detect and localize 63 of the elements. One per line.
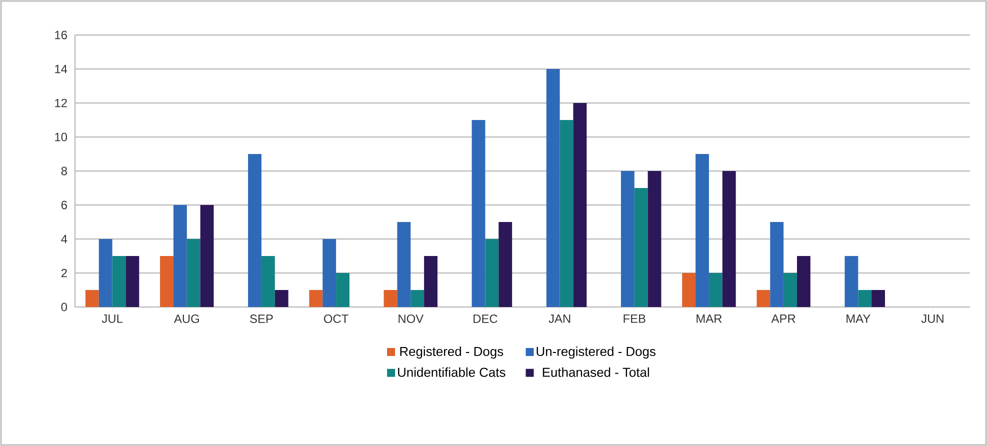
x-tick-label: MAR bbox=[696, 314, 722, 323]
bar bbox=[472, 120, 486, 307]
bar bbox=[85, 290, 99, 307]
bar bbox=[126, 256, 140, 307]
bar bbox=[756, 290, 770, 307]
bar bbox=[384, 290, 398, 307]
bar bbox=[634, 188, 648, 307]
legend-label: Registered - Dogs bbox=[400, 346, 504, 359]
bar bbox=[573, 102, 587, 307]
bar bbox=[696, 154, 709, 307]
bar bbox=[844, 256, 858, 307]
x-tick-label: SEP bbox=[250, 314, 273, 323]
bar bbox=[309, 290, 323, 307]
legend-label: Un-registered - Dogs bbox=[536, 346, 656, 359]
bar bbox=[485, 239, 499, 307]
bar bbox=[160, 256, 174, 307]
bar bbox=[682, 273, 696, 307]
bar bbox=[648, 170, 662, 307]
x-tick-label: FEB bbox=[624, 314, 646, 323]
y-tick-label: 2 bbox=[61, 268, 67, 278]
bar bbox=[498, 222, 512, 307]
x-tick-label: NOV bbox=[398, 314, 424, 323]
bar bbox=[784, 273, 797, 307]
bar bbox=[410, 290, 424, 307]
bar bbox=[200, 204, 214, 307]
x-tick-label: APR bbox=[771, 314, 796, 323]
bar bbox=[397, 222, 411, 307]
bar bbox=[796, 256, 810, 307]
y-tick-label: 16 bbox=[55, 30, 67, 40]
y-tick-label: 6 bbox=[61, 200, 67, 210]
bar bbox=[708, 273, 722, 307]
bar bbox=[336, 273, 350, 307]
legend-label: Unidentifiable Cats bbox=[398, 367, 506, 377]
bar bbox=[274, 290, 288, 307]
x-tick-label: JAN bbox=[548, 314, 570, 323]
y-tick-label: 4 bbox=[61, 234, 68, 244]
bar bbox=[112, 256, 126, 307]
x-tick-label: OCT bbox=[324, 314, 348, 323]
x-tick-label: DEC bbox=[474, 314, 498, 323]
bar bbox=[186, 239, 200, 307]
bar bbox=[261, 256, 275, 307]
bar bbox=[770, 222, 784, 307]
x-tick-label: MAY bbox=[846, 314, 870, 323]
bar bbox=[424, 256, 438, 307]
legend-label: Euthanased - Total bbox=[542, 367, 649, 377]
bar bbox=[248, 154, 262, 307]
bar bbox=[173, 204, 187, 307]
y-tick-label: 10 bbox=[55, 132, 68, 142]
y-tick-label: 0 bbox=[61, 302, 68, 312]
bar bbox=[620, 170, 634, 307]
bar bbox=[872, 290, 885, 307]
y-tick-label: 12 bbox=[55, 98, 67, 108]
x-tick-label: JUN bbox=[921, 314, 944, 323]
bar bbox=[722, 170, 736, 307]
bar bbox=[560, 120, 574, 307]
y-tick-label: 8 bbox=[61, 166, 67, 176]
bar bbox=[858, 290, 872, 307]
x-tick-label: AUG bbox=[174, 314, 199, 323]
bar bbox=[322, 239, 336, 307]
y-tick-label: 14 bbox=[55, 64, 68, 74]
bar bbox=[546, 68, 560, 307]
bar bbox=[98, 239, 112, 307]
x-tick-label: JUL bbox=[102, 314, 123, 323]
